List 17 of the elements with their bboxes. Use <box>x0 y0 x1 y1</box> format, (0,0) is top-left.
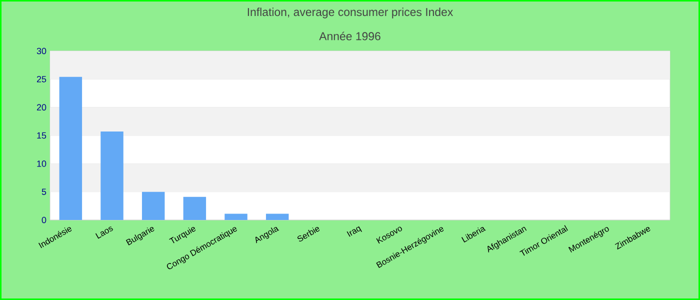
y-tick-label: 15 <box>37 132 46 139</box>
y-tick-label: 0 <box>42 216 46 224</box>
chart-title: Inflation, average consumer prices Index <box>248 8 454 18</box>
bar <box>266 214 289 220</box>
bar <box>224 214 248 220</box>
x-tick-label: Laos <box>95 226 113 239</box>
bar <box>183 196 206 220</box>
y-tick-label: 25 <box>36 76 46 82</box>
y-tick-label: 30 <box>36 48 46 54</box>
y-tick-label: 20 <box>36 104 46 111</box>
bar <box>142 192 165 220</box>
bar <box>100 132 124 220</box>
bar <box>59 76 82 220</box>
y-tick-label: 5 <box>42 188 46 195</box>
chart-subtitle: Année 1996 <box>319 32 380 40</box>
x-tick-label: Iraq <box>346 226 362 237</box>
y-tick-label: 10 <box>37 160 46 167</box>
